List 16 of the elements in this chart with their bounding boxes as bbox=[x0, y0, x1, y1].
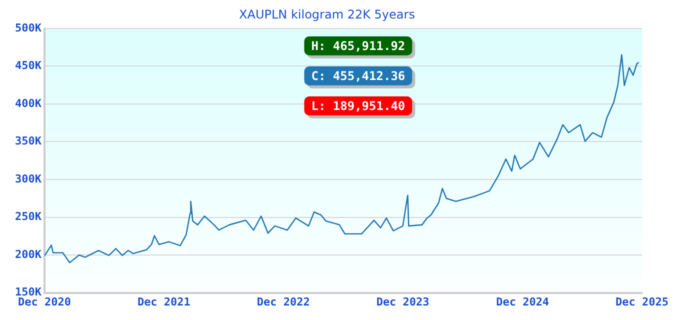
x-tick-label: Dec 2023 bbox=[376, 295, 430, 308]
x-tick-label: Dec 2025 bbox=[616, 295, 668, 308]
x-tick-label: Dec 2024 bbox=[496, 295, 550, 308]
annotation: C: 455,412.36 bbox=[311, 69, 406, 84]
y-tick-label: 250K bbox=[14, 210, 42, 224]
annotation: L: 189,951.40 bbox=[311, 99, 406, 114]
y-tick-label: 300K bbox=[14, 172, 42, 186]
y-tick-label: 200K bbox=[14, 248, 42, 261]
annotation: H: 465,911.92 bbox=[311, 39, 406, 54]
y-tick-label: 450K bbox=[14, 59, 42, 72]
y-tick-label: 400K bbox=[14, 96, 42, 110]
y-tick-label: 500K bbox=[14, 21, 42, 34]
chart-title: XAUPLN kilogram 22K 5years bbox=[239, 7, 415, 22]
y-tick-label: 350K bbox=[14, 134, 42, 148]
x-tick-label: Dec 2021 bbox=[137, 295, 191, 308]
x-tick-label: Dec 2022 bbox=[256, 295, 310, 308]
